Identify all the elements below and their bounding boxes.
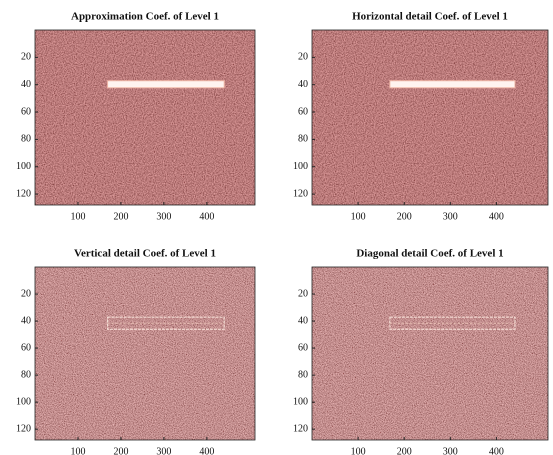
coefficient-image [35,267,255,440]
panel-title: Diagonal detail Coef. of Level 1 [356,248,503,260]
y-tick-label: 40 [298,79,308,90]
panel-title: Vertical detail Coef. of Level 1 [74,248,216,260]
coefficient-image [312,267,548,440]
coefficient-image [312,30,548,205]
x-tick-label: 100 [70,446,85,455]
y-tick-label: 40 [21,79,31,90]
x-tick-label: 200 [113,211,128,222]
y-tick-label: 120 [16,188,31,199]
plot-frame [34,266,256,441]
x-tick-label: 100 [351,446,366,455]
x-tick-label: 100 [70,211,85,222]
y-tick-label: 100 [293,396,308,407]
y-tick-label: 40 [298,315,308,326]
coefficient-image [35,30,255,205]
x-tick-label: 200 [397,211,412,222]
x-tick-label: 400 [199,211,214,222]
x-tick-label: 400 [489,446,504,455]
y-tick-label: 100 [293,161,308,172]
panel-title: Horizontal detail Coef. of Level 1 [352,11,508,23]
plot-frame [311,29,549,206]
bright-band [389,80,516,89]
y-tick-label: 80 [21,134,31,145]
x-tick-label: 300 [156,446,171,455]
y-tick-label: 60 [21,342,31,353]
y-tick-label: 60 [298,106,308,117]
y-tick-label: 40 [21,315,31,326]
y-tick-label: 60 [21,106,31,117]
y-tick-label: 100 [16,396,31,407]
x-tick-label: 200 [397,446,412,455]
y-tick-label: 20 [298,52,308,63]
y-tick-label: 120 [16,423,31,434]
y-tick-label: 100 [16,161,31,172]
plot-frame [34,29,256,206]
y-tick-label: 80 [21,369,31,380]
y-tick-label: 120 [293,188,308,199]
x-tick-label: 300 [156,211,171,222]
y-tick-label: 20 [21,288,31,299]
y-tick-label: 120 [293,423,308,434]
y-tick-label: 20 [298,288,308,299]
x-tick-label: 300 [443,446,458,455]
y-tick-label: 80 [298,134,308,145]
x-tick-label: 200 [113,446,128,455]
x-tick-label: 300 [443,211,458,222]
x-tick-label: 400 [489,211,504,222]
y-tick-label: 80 [298,369,308,380]
y-tick-label: 60 [298,342,308,353]
bright-band [107,80,225,89]
panel-title: Approximation Coef. of Level 1 [71,11,219,23]
plot-frame [311,266,549,441]
x-tick-label: 100 [351,211,366,222]
y-tick-label: 20 [21,52,31,63]
x-tick-label: 400 [199,446,214,455]
